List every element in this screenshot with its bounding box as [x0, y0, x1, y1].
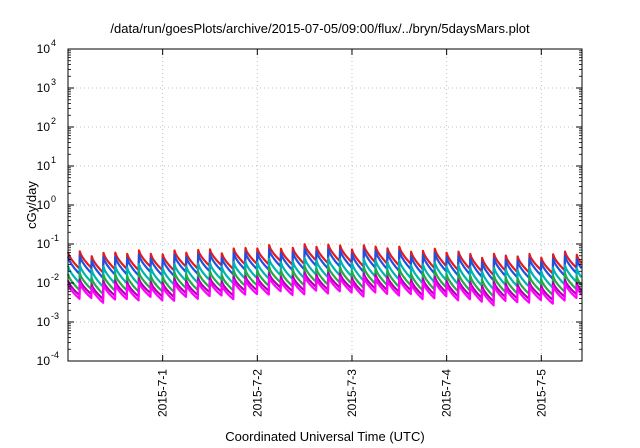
series-line [66, 247, 583, 282]
y-tick-label: 10 1 [37, 155, 56, 173]
y-tick-exponent: 4 [51, 38, 56, 48]
y-tick-exponent: 0 [51, 194, 56, 204]
y-tick-base: 10 [37, 42, 51, 56]
y-tick-exponent: -3 [51, 311, 59, 321]
y-tick-base: 10 [37, 159, 51, 173]
y-tick-label: 10 2 [37, 116, 56, 134]
x-tick-label: 2015-7-3 [345, 369, 359, 417]
series-line [66, 274, 583, 307]
y-tick-base: 10 [37, 354, 51, 368]
x-tick-label: 2015-7-4 [440, 369, 454, 417]
series-line [66, 271, 583, 303]
y-tick-label: 10 0 [37, 194, 56, 212]
y-tick-base: 10 [37, 237, 51, 251]
y-tick-exponent: 3 [51, 77, 56, 87]
y-tick-label: 10 4 [37, 38, 56, 56]
y-tick-label: 10 -2 [37, 272, 59, 290]
y-tick-base: 10 [37, 198, 51, 212]
x-axis-label: Coordinated Universal Time (UTC) [225, 429, 424, 444]
x-tick-label: 2015-7-1 [156, 369, 170, 417]
y-tick-exponent: -4 [51, 350, 59, 360]
grid [68, 49, 582, 361]
y-tick-base: 10 [37, 276, 51, 290]
y-tick-exponent: -2 [51, 272, 59, 282]
y-tick-base: 10 [37, 81, 51, 95]
series-line [66, 264, 583, 298]
y-tick-label: 10 3 [37, 77, 56, 95]
y-tick-label: 10 -4 [37, 350, 59, 368]
x-tick-label: 2015-7-2 [250, 369, 264, 417]
y-tick-exponent: 2 [51, 116, 56, 126]
series-line [66, 256, 583, 291]
y-tick-label: 10 -3 [37, 311, 59, 329]
chart-title: /data/run/goesPlots/archive/2015-07-05/0… [110, 21, 530, 36]
y-tick-exponent: 1 [51, 155, 56, 165]
y-tick-label: 10 -1 [37, 233, 59, 251]
x-tick-label: 2015-7-5 [534, 369, 548, 417]
y-tick-exponent: -1 [51, 233, 59, 243]
y-tick-base: 10 [37, 315, 51, 329]
series-layer [66, 243, 583, 307]
series-line [66, 243, 583, 277]
y-axis-label: cGy/day [24, 181, 39, 229]
y-tick-base: 10 [37, 120, 51, 134]
